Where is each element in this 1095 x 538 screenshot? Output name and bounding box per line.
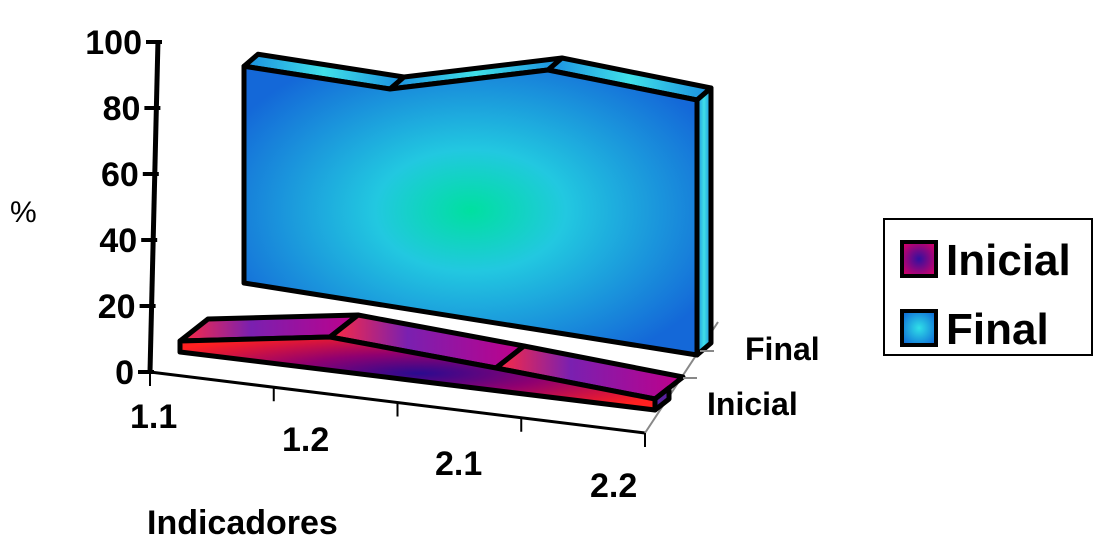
y-axis-line [147, 39, 161, 373]
y-tick-label: 60 [101, 156, 139, 194]
y-ticks: 0 20 40 60 80 100 [85, 24, 162, 392]
depth-label-final: Final [745, 331, 820, 367]
x-tick-label: 2.2 [590, 467, 637, 505]
y-tick-label: 20 [98, 288, 136, 326]
legend-swatch-final [900, 309, 938, 347]
y-axis-title: % [10, 196, 37, 229]
depth-labels: Final Inicial [683, 331, 820, 422]
legend-item-inicial: Inicial [900, 236, 1071, 285]
series-inicial [177, 312, 686, 413]
x-ticks: 1.1 1.2 2.1 2.2 [130, 372, 646, 505]
y-tick-label: 40 [99, 222, 137, 260]
y-tick-label: 0 [115, 354, 134, 392]
x-tick-label: 2.1 [435, 445, 482, 483]
depth-label-inicial: Inicial [707, 386, 798, 422]
legend-label-final: Final [946, 305, 1049, 354]
legend-item-final: Final [900, 305, 1049, 354]
x-tick-label: 1.1 [130, 398, 177, 436]
y-tick-label: 100 [85, 24, 142, 62]
x-tick-label: 1.2 [282, 421, 329, 459]
final-front-face [241, 63, 700, 358]
y-tick-label: 80 [103, 90, 141, 128]
x-axis-title: Indicadores [147, 504, 338, 538]
legend-swatch-inicial [900, 240, 938, 278]
series-final [241, 51, 714, 358]
legend-label-inicial: Inicial [946, 236, 1071, 285]
inicial-front-face [177, 334, 658, 413]
legend: Inicial Final [883, 218, 1093, 356]
